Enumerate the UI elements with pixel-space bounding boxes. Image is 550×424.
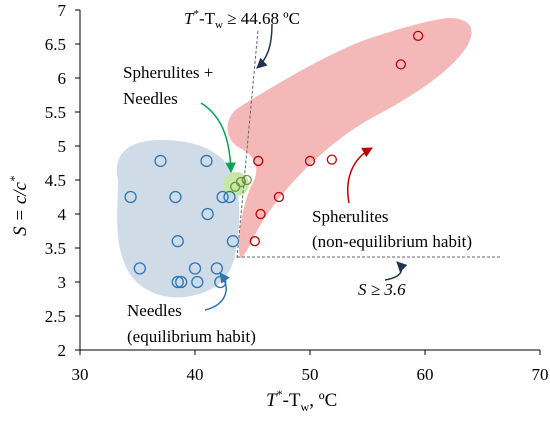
data-point <box>124 190 137 204</box>
threshold-s-label: S ≥ 3.6 <box>358 280 406 299</box>
x-tick-label: 40 <box>187 365 204 384</box>
x-tick-label: 60 <box>417 365 434 384</box>
y-tick-label: 6 <box>58 69 67 88</box>
threshold-t-label: T*-Tw ≥ 44.68 ºC <box>184 8 300 31</box>
data-point <box>395 59 407 70</box>
data-point <box>304 155 316 167</box>
data-point <box>223 190 236 204</box>
x-tick-label: 30 <box>72 365 89 384</box>
y-tick-label: 4 <box>58 205 67 224</box>
data-point <box>191 275 204 289</box>
data-point <box>226 235 240 248</box>
x-tick-label: 70 <box>532 365 549 384</box>
data-point <box>273 191 285 203</box>
y-axis-title: S = c/c* <box>7 176 31 236</box>
data-point <box>255 208 266 220</box>
data-point <box>412 30 424 41</box>
data-point <box>253 155 264 167</box>
needles-arrow <box>204 272 230 311</box>
y-tick-label: 2 <box>58 341 67 360</box>
data-point <box>154 154 167 168</box>
y-tick-label: 4.5 <box>45 171 66 190</box>
needles-label-line1: Needles <box>127 301 182 320</box>
data-points <box>124 30 424 289</box>
needles-region <box>116 140 240 298</box>
y-ticks: 2 2.5 3 3.5 4 4.5 5 5.5 6 6.5 7 <box>45 1 80 360</box>
x-axis-title: T*-Tw, ºC <box>266 387 337 414</box>
data-point <box>216 190 229 204</box>
data-point <box>169 190 182 204</box>
spherulites-needles-label-line1: Spherulites + <box>123 63 213 82</box>
x-tick-label: 50 <box>302 365 319 384</box>
data-point <box>241 174 252 186</box>
spherulites-label-line1: Spherulites <box>312 207 389 226</box>
data-point <box>201 207 214 221</box>
spherulites-needles-label-line2: Needles <box>123 89 178 108</box>
data-point <box>175 275 188 289</box>
data-point <box>210 262 224 275</box>
spherulites-arrow <box>347 147 373 204</box>
y-tick-label: 3.5 <box>45 239 66 258</box>
y-tick-label: 6.5 <box>45 35 66 54</box>
data-point <box>235 176 247 188</box>
data-point <box>133 262 146 275</box>
spherulites-label-line2: (non-equilibrium habit) <box>312 232 472 251</box>
data-point <box>326 154 338 165</box>
needles-label-line2: (equilibrium habit) <box>127 327 256 346</box>
data-point <box>200 154 213 168</box>
y-tick-label: 5.5 <box>45 103 66 122</box>
threshold-s-arrow <box>384 261 408 281</box>
data-point <box>188 262 202 275</box>
y-tick-label: 3 <box>58 273 67 292</box>
y-tick-label: 7 <box>58 1 67 20</box>
data-point <box>249 236 260 247</box>
data-point <box>171 275 184 289</box>
y-tick-label: 5 <box>58 137 67 156</box>
y-tick-label: 2.5 <box>45 307 66 326</box>
x-ticks: 30 40 50 60 70 <box>72 350 549 384</box>
spherulites-needles-arrow <box>200 102 236 174</box>
threshold-t-line <box>236 29 259 259</box>
spherulites-region <box>227 18 472 258</box>
threshold-t-arrow <box>256 23 273 69</box>
data-point <box>171 235 184 248</box>
